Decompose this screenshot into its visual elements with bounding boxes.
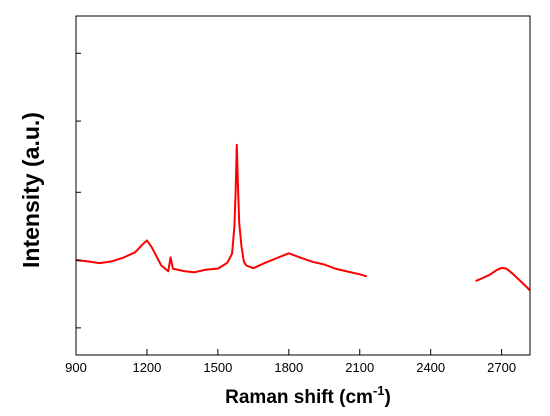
x-axis-title: Raman shift (cm-1): [225, 383, 391, 408]
x-axis-title-suffix: ): [385, 387, 391, 408]
x-tick-label: 1500: [203, 360, 232, 375]
y-axis-title: Intensity (a.u.): [18, 112, 44, 268]
x-axis-ticks: 900 1200 1500 1800 2100 2400 2700: [65, 349, 516, 375]
x-axis-title-superscript: -1: [373, 383, 385, 398]
x-tick-label: 1200: [132, 360, 161, 375]
series-line-group: [75, 143, 531, 292]
x-tick-label: 2100: [345, 360, 374, 375]
x-tick-label: 1800: [274, 360, 303, 375]
x-tick-label: 2400: [416, 360, 445, 375]
series-line-segment-2: [475, 266, 531, 292]
x-axis-title-main: Raman shift (cm: [225, 387, 373, 408]
x-tick-label: 2700: [487, 360, 516, 375]
x-tick-label: 900: [65, 360, 87, 375]
y-axis-ticks: [76, 52, 81, 329]
plot-frame: [75, 15, 531, 356]
series-line-segment-1: [75, 143, 368, 278]
